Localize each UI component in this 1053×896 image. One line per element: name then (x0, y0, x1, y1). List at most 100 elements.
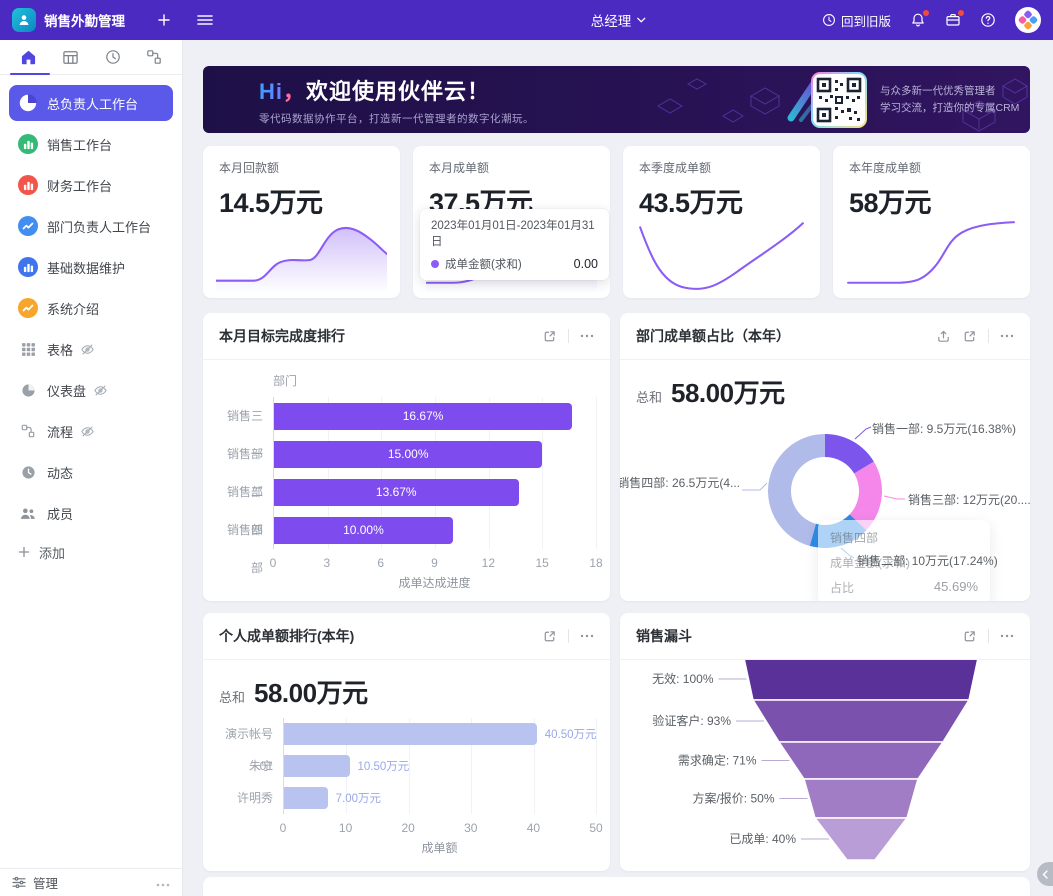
hover-tooltip: 销售四部 成单金额(求和) 占比 45.69% (818, 520, 990, 601)
funnel-stage-label: 验证客户: 93% (652, 713, 731, 728)
manage-button[interactable]: 管理 (12, 873, 58, 892)
bar (284, 787, 328, 809)
sidebar-item[interactable]: 动态 (9, 454, 173, 490)
sidebar-item-label: 财务工作台 (47, 178, 113, 194)
x-axis-title: 成单达成进度 (398, 576, 471, 590)
expand-icon[interactable] (542, 629, 557, 644)
expand-icon[interactable] (542, 329, 557, 344)
tooltip-row-label: 成单金额(求和) (830, 556, 910, 570)
sidebar-item[interactable]: 销售工作台 (9, 126, 173, 162)
bar-value-label: 10.00% (343, 523, 384, 537)
category-label: 销售一部 (226, 447, 263, 499)
history-icon (823, 14, 835, 26)
add-app-button[interactable] (157, 13, 171, 27)
members-icon (18, 503, 38, 523)
x-tick-label: 18 (589, 556, 603, 570)
card-monthly-goal-ranking: 本月目标完成度排行 部门 销售三部 销售一部 销售二部 销售四部 16.67% 15.00%… (203, 313, 610, 601)
category-label: 销售三部 (226, 409, 263, 461)
sidebar-item[interactable]: 部门负责人工作台 (9, 208, 173, 244)
notifications-button[interactable] (910, 10, 929, 28)
eye-off-icon[interactable] (80, 342, 95, 357)
flow-icon (18, 421, 38, 441)
bar-row: 16.67% (274, 397, 596, 435)
sidebar-item[interactable]: 财务工作台 (9, 167, 173, 203)
category-label: 销售二部 (226, 485, 263, 537)
stat-cards-row: 本月回款额 14.5万元 本月成单额 37.5万元 2023年01月01日-2023… (203, 146, 1030, 298)
donut-slice (825, 434, 874, 474)
menu-toggle-icon[interactable] (197, 14, 213, 26)
sidebar-item[interactable]: 成员 (9, 495, 173, 531)
back-to-old-version-button[interactable]: 回到旧版 (822, 11, 891, 30)
tab-table-icon[interactable] (62, 49, 79, 66)
bar: 15.00% (274, 440, 543, 468)
card-dept-deal-share: 部门成单额占比（本年） 总和 58.00万元 销售一部: 9.5 (620, 313, 1030, 601)
y-axis-title: 部门 (273, 374, 298, 388)
bar-value-label: 10.50万元 (357, 761, 410, 773)
sliders-icon (12, 876, 26, 889)
sidebar-item[interactable]: 基础数据维护 (9, 249, 173, 285)
stat-card: 本年度成单额 58万元 (833, 146, 1030, 298)
footer-more-icon[interactable] (156, 874, 170, 892)
gridline (542, 397, 544, 549)
sidebar-item-label: 流程 (47, 424, 74, 440)
bar-chart: 总和 58.00万元 演示帐号01 朱宁 许明秀 40.50万元 10.50万元 7.00… (203, 660, 610, 871)
funnel-stage-label: 方案/报价: 50% (692, 791, 774, 806)
stat-card: 本月成单额 37.5万元 2023年01月01日-2023年01月31日 成单金额… (413, 146, 610, 298)
user-avatar[interactable] (1015, 7, 1041, 33)
gridline (381, 397, 383, 549)
sidebar-item[interactable]: 总负责人工作台 (9, 85, 173, 121)
gridline (596, 397, 597, 549)
card-sales-funnel: 销售漏斗 无效: 100% 验证客户: 93% 需求确定: 71% 方案/报价: 50… (620, 613, 1030, 871)
bars-icon (18, 175, 38, 195)
more-icon[interactable] (580, 334, 594, 338)
bar (284, 723, 537, 745)
expand-icon[interactable] (962, 629, 977, 644)
sidebar-add-button[interactable]: 添加 (9, 536, 173, 568)
x-axis-title: 成单额 (421, 841, 458, 855)
bar (284, 755, 350, 777)
card-title: 销售漏斗 (636, 628, 692, 644)
category-label: 演示帐号01 (224, 727, 273, 773)
tab-home-icon[interactable] (20, 49, 37, 66)
expand-icon[interactable] (962, 329, 977, 344)
help-button[interactable] (980, 12, 996, 28)
sidebar-item[interactable]: 系统介绍 (9, 290, 173, 326)
chevron-left-icon (1042, 869, 1048, 879)
bar-value-label: 13.67% (375, 485, 417, 499)
tooltip-series-label: 成单金额(求和) (445, 259, 522, 271)
sidebar-item[interactable]: 仪表盘 (9, 372, 173, 408)
gridline (596, 718, 597, 814)
more-icon[interactable] (1000, 634, 1014, 638)
trend-icon (18, 216, 38, 236)
stat-card-title: 本月回款额 (219, 161, 280, 175)
role-selector[interactable]: 总经理 (591, 10, 646, 30)
more-icon[interactable] (580, 634, 594, 638)
sidebar-item[interactable]: 表格 (9, 331, 173, 367)
more-icon[interactable] (1000, 334, 1014, 338)
eye-off-icon[interactable] (80, 424, 95, 439)
series-dot (431, 260, 439, 268)
tab-flow-icon[interactable] (146, 49, 162, 65)
x-tick-label: 20 (401, 821, 415, 835)
sparkline (846, 215, 1017, 293)
plot-area: 16.67% 15.00% 13.67% 10.00% (273, 397, 597, 549)
partial-card (203, 877, 1030, 896)
banner-title: Hi，欢迎使用伙伴云！ (259, 78, 491, 104)
sidebar-item[interactable]: 流程 (9, 413, 173, 449)
funnel-stage (803, 778, 919, 819)
bar-chart: 部门 销售三部 销售一部 销售二部 销售四部 16.67% 15.00% 13.67% 10.0… (203, 372, 610, 601)
bar-row: 40.50万元 (284, 718, 597, 750)
eye-off-icon[interactable] (93, 383, 108, 398)
messages-button[interactable] (945, 10, 964, 28)
banner-text: Hi，欢迎使用伙伴云！ 零代码数据协作平台，打造新一代管理者的数字化潮玩。 (203, 74, 534, 126)
bar: 16.67% (274, 402, 573, 430)
main-content: Hi，欢迎使用伙伴云！ 零代码数据协作平台，打造新一代管理者的数字化潮玩。 (183, 40, 1053, 896)
x-tick-label: 30 (464, 821, 478, 835)
collapse-handle[interactable] (1037, 862, 1053, 886)
tab-clock-icon[interactable] (105, 49, 121, 65)
pie-icon (18, 93, 38, 113)
share-icon[interactable] (936, 329, 951, 344)
topbar-app-section: 销售外勤管理 (0, 8, 183, 32)
sidebar-item-label: 部门负责人工作台 (47, 219, 152, 235)
bar-row: 10.00% (274, 511, 596, 549)
